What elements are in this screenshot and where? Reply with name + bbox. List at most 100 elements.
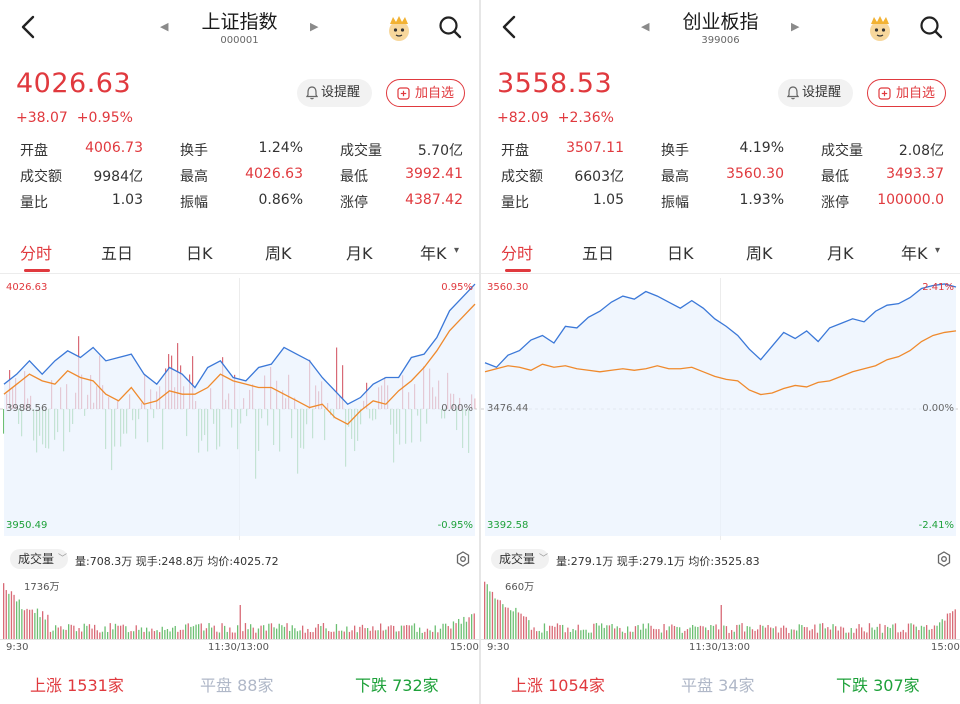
volume-bar: [237, 625, 239, 639]
volume-bar: [94, 624, 96, 639]
volume-bar: [101, 631, 104, 639]
decliners-count: 307家: [873, 676, 920, 695]
volume-bar: [10, 591, 13, 639]
search-icon[interactable]: [918, 14, 944, 40]
tab-3[interactable]: 周K: [265, 244, 292, 263]
index-code: 399006: [701, 35, 740, 46]
volume-bar: [486, 584, 488, 639]
volume-indicator-select[interactable]: 成交量 ﹀: [491, 549, 549, 569]
volume-bar: [889, 628, 891, 639]
volume-bar: [840, 626, 842, 639]
settings-gear-icon[interactable]: [455, 551, 471, 567]
next-index-icon[interactable]: ▶: [310, 20, 319, 33]
advancers: 上涨 1054家: [511, 672, 605, 696]
flow-bar: [336, 347, 338, 409]
volume-bar: [624, 632, 626, 639]
volume-bar: [585, 629, 587, 639]
tab-2[interactable]: 日K: [667, 244, 694, 263]
volume-bar: [361, 624, 364, 639]
tab-1[interactable]: 五日: [101, 244, 134, 263]
volume-bar: [356, 632, 358, 639]
volume-bar: [463, 616, 465, 639]
index-title: 创业板指: [682, 11, 759, 33]
change-value: +38.07: [16, 110, 68, 126]
volume-chart[interactable]: [481, 575, 960, 641]
tab-3[interactable]: 周K: [746, 244, 773, 263]
volume-bar: [325, 628, 327, 639]
volume-bar: [809, 630, 811, 639]
volume-bar: [894, 623, 897, 639]
set-alert-button[interactable]: 设提醒: [297, 79, 372, 107]
volume-bar: [372, 626, 374, 639]
volume-bar: [408, 625, 410, 639]
next-index-icon[interactable]: ▶: [791, 20, 800, 33]
tab-0[interactable]: 分时: [501, 244, 534, 263]
tab-5[interactable]: 年K: [901, 244, 928, 263]
settings-gear-icon[interactable]: [936, 551, 952, 567]
stat-label: 成交额: [20, 169, 62, 185]
tab-5[interactable]: 年K: [420, 244, 447, 263]
volume-bar: [276, 628, 278, 639]
volume-bar: [91, 628, 93, 639]
volume-bar: [213, 625, 215, 639]
intraday-chart[interactable]: [0, 278, 479, 540]
volume-bar: [250, 624, 252, 639]
volume-bar: [109, 623, 111, 639]
bell-icon: [306, 86, 318, 100]
add-watchlist-button[interactable]: 加自选: [867, 79, 946, 107]
set-alert-button[interactable]: 设提醒: [778, 79, 853, 107]
time-mid-label: 11:30/13:00: [208, 642, 270, 653]
volume-bar: [793, 629, 795, 639]
volume-bar: [120, 625, 122, 639]
shanghai-index-panel: ◀ 上证指数 000001 ▶ 4026.63 +38.07 +0.95% 设提…: [0, 0, 479, 704]
volume-bar: [218, 632, 221, 639]
volume-bar: [328, 631, 330, 639]
volume-indicator-select[interactable]: 成交量 ﹀: [10, 549, 68, 569]
vip-mascot-icon[interactable]: [384, 14, 414, 42]
volume-bar: [65, 629, 67, 639]
volume-bar: [715, 624, 717, 639]
tab-1[interactable]: 五日: [582, 244, 615, 263]
search-icon[interactable]: [437, 14, 463, 40]
prev-index-icon[interactable]: ◀: [160, 20, 169, 33]
tab-0[interactable]: 分时: [20, 244, 53, 263]
year-tab-dropdown-icon[interactable]: ▾: [935, 245, 941, 256]
index-code: 000001: [220, 35, 259, 46]
volume-bar: [88, 624, 91, 639]
volume-bar: [556, 623, 559, 639]
last-price: 4026.63: [16, 68, 132, 99]
prev-index-icon[interactable]: ◀: [641, 20, 650, 33]
volume-bar: [29, 609, 31, 639]
add-watchlist-button[interactable]: 加自选: [386, 79, 465, 107]
stat-value: 4026.63: [245, 166, 303, 182]
axis-mid-label: 3476.44: [487, 403, 529, 414]
vip-mascot-icon[interactable]: [865, 14, 895, 42]
volume-bar: [608, 625, 611, 639]
volume-bar: [853, 632, 855, 639]
volume-bar: [640, 629, 642, 639]
volume-chart[interactable]: [0, 575, 479, 641]
chevron-down-icon: ﹀: [58, 554, 68, 564]
tab-2[interactable]: 日K: [186, 244, 213, 263]
volume-bar: [819, 623, 821, 639]
intraday-chart[interactable]: [481, 278, 960, 540]
active-tab-underline: [505, 269, 531, 272]
tab-4[interactable]: 月K: [346, 244, 373, 263]
volume-bar: [803, 627, 806, 639]
back-arrow-icon[interactable]: [497, 14, 523, 40]
year-tab-dropdown-icon[interactable]: ▾: [454, 245, 460, 256]
back-arrow-icon[interactable]: [16, 14, 42, 40]
volume-bar: [629, 631, 631, 639]
volume-bar: [499, 600, 501, 639]
volume-bar: [728, 632, 730, 639]
volume-bar: [572, 628, 574, 639]
stat-label: 涨停: [340, 195, 368, 211]
tab-4[interactable]: 月K: [827, 244, 854, 263]
volume-bar: [52, 630, 54, 639]
volume-bar: [78, 628, 80, 639]
volume-bar: [460, 623, 462, 639]
volume-bar: [263, 625, 265, 639]
change-percent: +2.36%: [557, 110, 614, 126]
volume-bar: [26, 608, 28, 639]
volume-bar: [910, 623, 912, 639]
